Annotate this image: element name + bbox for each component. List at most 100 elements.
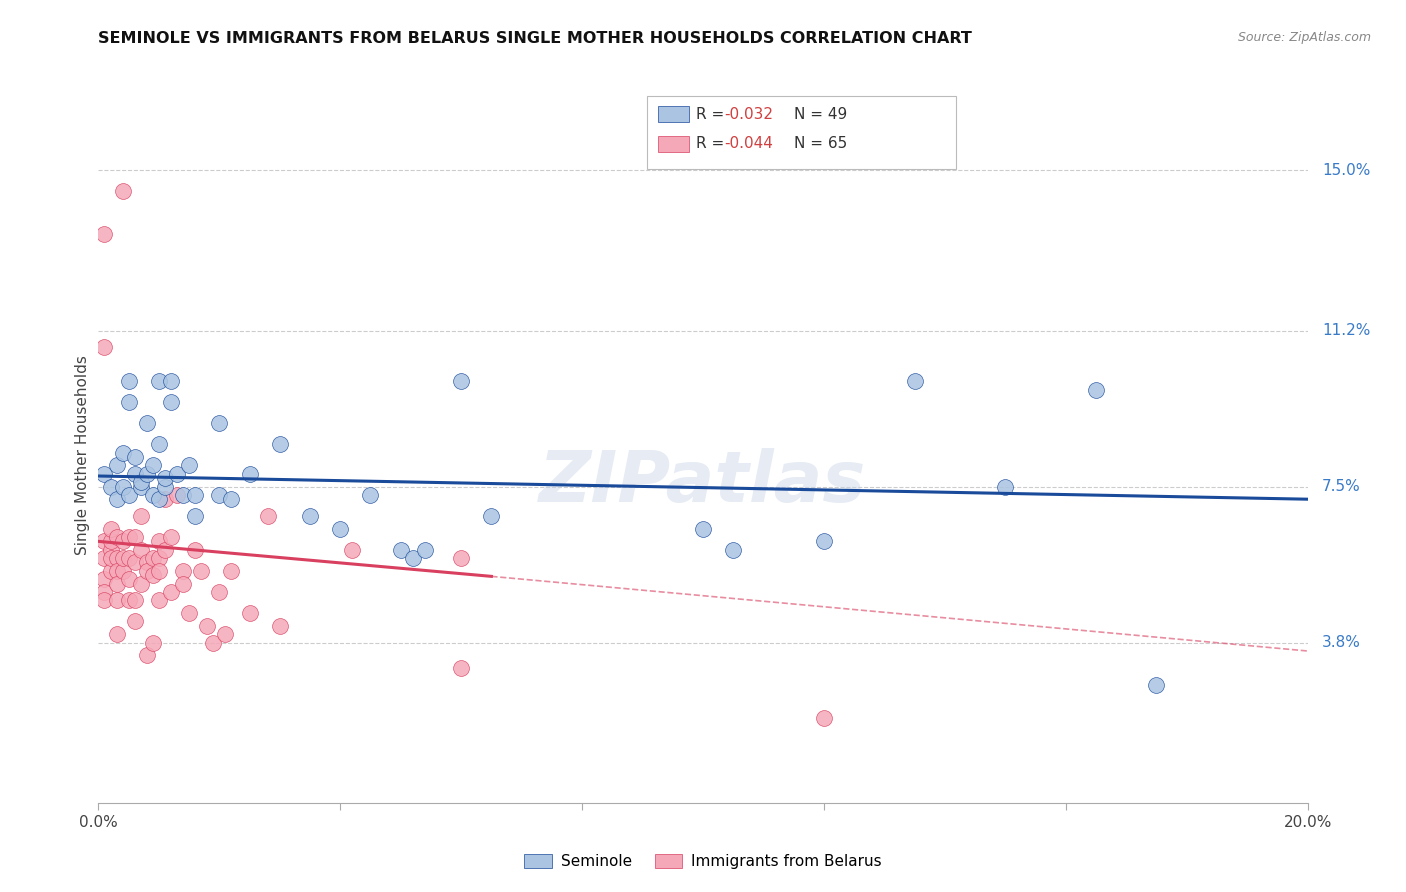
Point: [172, 564, 194, 578]
Point: [93, 585, 115, 599]
Point: [389, 542, 412, 557]
Text: 11.2%: 11.2%: [1322, 323, 1371, 338]
Point: [450, 551, 472, 566]
Point: [269, 618, 291, 632]
Point: [118, 395, 141, 409]
Point: [342, 542, 364, 557]
Point: [105, 627, 128, 641]
Point: [172, 488, 194, 502]
Point: [100, 534, 122, 549]
Point: [195, 618, 218, 632]
Point: [148, 534, 170, 549]
Point: [100, 522, 122, 536]
Point: [153, 542, 176, 557]
Point: [208, 488, 231, 502]
Point: [105, 593, 128, 607]
Point: [111, 185, 134, 199]
Point: [111, 446, 134, 460]
Point: [177, 606, 201, 620]
Point: [118, 488, 141, 502]
Point: [129, 479, 152, 493]
Point: [184, 509, 207, 524]
Point: [129, 475, 152, 490]
Point: [118, 374, 141, 388]
Text: 3.8%: 3.8%: [1322, 635, 1361, 650]
Point: [129, 576, 152, 591]
Text: Source: ZipAtlas.com: Source: ZipAtlas.com: [1237, 31, 1371, 45]
Point: [160, 530, 183, 544]
Point: [160, 374, 183, 388]
Y-axis label: Single Mother Households: Single Mother Households: [75, 355, 90, 555]
Point: [329, 522, 352, 536]
Point: [153, 479, 176, 493]
Point: [105, 551, 128, 566]
Point: [124, 593, 146, 607]
Point: [269, 437, 291, 451]
Point: [1085, 383, 1108, 397]
Point: [148, 593, 170, 607]
Text: 7.5%: 7.5%: [1322, 479, 1361, 494]
Legend: Seminole, Immigrants from Belarus: Seminole, Immigrants from Belarus: [517, 848, 889, 875]
Point: [100, 551, 122, 566]
Text: N = 49: N = 49: [794, 107, 848, 121]
Point: [239, 606, 262, 620]
Point: [105, 492, 128, 507]
Point: [160, 585, 183, 599]
Point: [208, 585, 231, 599]
Point: [148, 492, 170, 507]
Point: [166, 467, 188, 481]
Text: -0.044: -0.044: [724, 136, 773, 151]
Text: ZIPatlas: ZIPatlas: [540, 449, 866, 517]
Point: [692, 522, 714, 536]
Point: [100, 479, 122, 493]
Text: 15.0%: 15.0%: [1322, 163, 1371, 178]
Point: [450, 661, 472, 675]
Point: [450, 374, 472, 388]
Text: R =: R =: [696, 136, 730, 151]
Point: [402, 551, 425, 566]
Point: [184, 488, 207, 502]
Point: [100, 564, 122, 578]
Point: [124, 467, 146, 481]
Point: [142, 488, 165, 502]
Point: [93, 340, 115, 354]
Point: [153, 492, 176, 507]
Point: [111, 564, 134, 578]
Point: [481, 509, 503, 524]
Point: [177, 458, 201, 473]
Point: [299, 509, 322, 524]
Point: [142, 458, 165, 473]
Point: [111, 534, 134, 549]
Point: [100, 542, 122, 557]
Text: R =: R =: [696, 107, 730, 121]
Point: [994, 479, 1017, 493]
Point: [135, 417, 157, 431]
Point: [135, 467, 157, 481]
Point: [124, 556, 146, 570]
Point: [118, 551, 141, 566]
Point: [166, 488, 188, 502]
Point: [202, 635, 225, 649]
Point: [111, 551, 134, 566]
Point: [256, 509, 278, 524]
Point: [135, 564, 157, 578]
Point: [124, 615, 146, 629]
Point: [153, 471, 176, 485]
Point: [118, 572, 141, 586]
Point: [93, 593, 115, 607]
Point: [105, 564, 128, 578]
Point: [184, 542, 207, 557]
Point: [413, 542, 436, 557]
Point: [135, 556, 157, 570]
Point: [148, 437, 170, 451]
Point: [118, 530, 141, 544]
Point: [813, 534, 835, 549]
Point: [135, 648, 157, 663]
Text: N = 65: N = 65: [794, 136, 848, 151]
Point: [93, 551, 115, 566]
Text: -0.032: -0.032: [724, 107, 773, 121]
Point: [105, 530, 128, 544]
Point: [118, 593, 141, 607]
Point: [142, 568, 165, 582]
Point: [360, 488, 382, 502]
